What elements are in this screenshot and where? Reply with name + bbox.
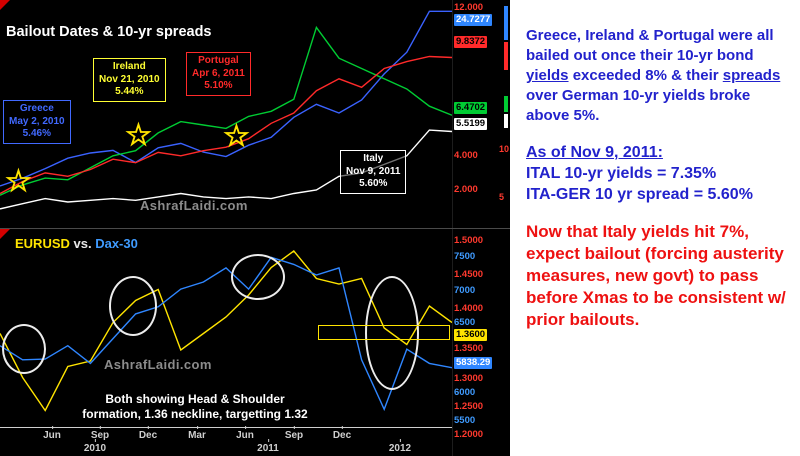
- axis-label: 1.4000: [454, 303, 484, 314]
- axis-label: 5838.29: [454, 357, 493, 369]
- commentary-red-paragraph: Now that Italy yields hit 7%, expect bai…: [526, 222, 786, 329]
- caption-line-1: Both showing Head & Shoulder: [105, 392, 285, 406]
- x-axis-months-row: Jun Sep Dec Mar Jun Sep Dec: [0, 426, 452, 443]
- series-Dax-30: [0, 256, 452, 412]
- cursor-marker-icon: [0, 229, 10, 239]
- secondary-scale-label: 5: [499, 192, 505, 202]
- head-shoulder-circle: [109, 276, 157, 336]
- x-axis-month-label: Jun: [236, 426, 254, 441]
- axis-label: 1.2000: [454, 429, 484, 440]
- axis-label: 9.8372: [454, 36, 488, 48]
- bailout-star-icon: ☆: [125, 119, 152, 152]
- x-axis-year-label: 2012: [388, 439, 412, 454]
- spreads-plot[interactable]: Bailout Dates & 10-yr spreads Greece May …: [0, 0, 452, 228]
- axis-label: 7000: [454, 285, 476, 296]
- secondary-scale-label: 10: [499, 144, 510, 154]
- x-axis-years-row: 2010 2011 2012: [0, 439, 452, 456]
- x-axis-year-label: 2011: [257, 439, 279, 454]
- x-axis-month-label: Jun: [43, 426, 61, 441]
- head-shoulder-caption: Both showing Head & Shoulder formation, …: [0, 392, 390, 421]
- axis-label: 24.7277: [454, 14, 493, 26]
- chart-column: Bailout Dates & 10-yr spreads Greece May …: [0, 0, 510, 456]
- eurusd-dax-annotation-layer: [0, 229, 452, 456]
- scale-color-bar: [504, 96, 508, 112]
- axis-label: 4.000: [454, 150, 478, 161]
- asof-heading: As of Nov 9, 2011:: [526, 144, 663, 161]
- bailout-annotation-italy: Italy Nov 9, 2011 5.60%: [340, 150, 407, 194]
- ita-ger-spread-line: ITA-GER 10 yr spread = 5.60%: [526, 186, 753, 203]
- axis-label: 1.3600: [454, 329, 488, 341]
- text-segment: over German 10-yr yields broke above 5%.: [526, 87, 751, 124]
- neckline-box: [318, 325, 450, 340]
- bailout-annotation-portugal: Portugal Apr 6, 2011 5.10%: [186, 52, 251, 96]
- axis-label: 2.000: [454, 184, 478, 195]
- chart-title-segment: vs.: [69, 236, 96, 251]
- chart-title-segment: EURUSD: [15, 236, 70, 251]
- secondary-scale-strip: [496, 229, 509, 456]
- axis-label: 5.5199: [454, 118, 488, 130]
- series-Greece: [0, 10, 452, 187]
- text-segment: exceeded 8% & their: [568, 67, 723, 84]
- commentary-panel: Greece, Ireland & Portugal were all bail…: [510, 0, 800, 456]
- chart-title-segment: Dax-30: [95, 236, 138, 251]
- eurusd-dax-chart-panel: EURUSD vs. Dax-30 AshrafLaidi.com Both s…: [0, 228, 510, 456]
- asof-block: As of Nov 9, 2011: ITAL 10-yr yields = 7…: [526, 142, 788, 205]
- axis-label: 7500: [454, 251, 476, 262]
- underlined-term: spreads: [722, 67, 781, 84]
- secondary-scale-strip: 10 5: [496, 0, 509, 228]
- ital-yields-line: ITAL 10-yr yields = 7.35%: [526, 165, 717, 182]
- x-axis-year-label: 2010: [83, 439, 107, 454]
- watermark: AshrafLaidi.com: [140, 198, 248, 213]
- caption-line-2: formation, 1.36 neckline, targetting 1.3…: [82, 406, 308, 421]
- spreads-right-axis: 12.000 24.7277 9.8372 6.4702 5.5199 4.000 2.00…: [452, 0, 496, 228]
- spreads-chart-title: Bailout Dates & 10-yr spreads: [6, 24, 212, 40]
- axis-label: 6.4702: [454, 102, 488, 114]
- axis-label: 1.4500: [454, 269, 484, 280]
- axis-label: 6000: [454, 387, 476, 398]
- axis-label: 1.3000: [454, 373, 484, 384]
- scale-color-bar: [504, 114, 508, 128]
- series-Portugal: [0, 55, 452, 195]
- axis-label: 1.5000: [454, 235, 484, 246]
- underlined-term: yields: [526, 67, 569, 84]
- bailout-annotation-greece: Greece May 2, 2010 5.46%: [3, 100, 71, 144]
- scale-color-bar: [504, 6, 508, 40]
- axis-label: 1.3500: [454, 343, 484, 354]
- eurusd-dax-plot[interactable]: EURUSD vs. Dax-30 AshrafLaidi.com Both s…: [0, 229, 452, 456]
- watermark: AshrafLaidi.com: [104, 357, 212, 372]
- x-axis-month-label: Sep: [284, 426, 304, 441]
- spreads-chart-panel: Bailout Dates & 10-yr spreads Greece May …: [0, 0, 510, 228]
- x-axis-month-label: Dec: [138, 426, 158, 441]
- text-segment: Greece, Ireland & Portugal were all bail…: [526, 27, 774, 64]
- scale-color-bar: [504, 42, 508, 70]
- axis-label: 5500: [454, 415, 476, 426]
- axis-label: 12.000: [454, 2, 484, 13]
- eurusd-dax-right-axis: 1.5000 7500 1.4500 7000 1.4000 6500 1.3600 1.35…: [452, 229, 496, 456]
- x-axis-month-label: Dec: [332, 426, 352, 441]
- head-shoulder-circle: [2, 324, 46, 374]
- cursor-marker-icon: [0, 0, 10, 10]
- bailout-annotation-ireland: Ireland Nov 21, 2010 5.44%: [93, 58, 166, 102]
- axis-label: 1.2500: [454, 401, 484, 412]
- x-axis: Jun Sep Dec Mar Jun Sep Dec 2010 2011 2012: [0, 426, 452, 456]
- spreads-annotation-layer: Greece May 2, 2010 5.46% Ireland Nov 21, 201…: [0, 0, 452, 228]
- bailout-star-icon: ☆: [5, 165, 32, 198]
- x-axis-month-label: Mar: [188, 426, 206, 441]
- eurusd-dax-chart-title: EURUSD vs. Dax-30: [15, 236, 138, 251]
- head-shoulder-circle: [365, 276, 419, 390]
- head-shoulder-circle: [231, 254, 285, 300]
- axis-label: 6500: [454, 317, 476, 328]
- x-axis-month-label: Sep: [90, 426, 110, 441]
- bailout-star-icon: ☆: [223, 120, 250, 153]
- commentary-paragraph: Greece, Ireland & Portugal were all bail…: [526, 26, 788, 126]
